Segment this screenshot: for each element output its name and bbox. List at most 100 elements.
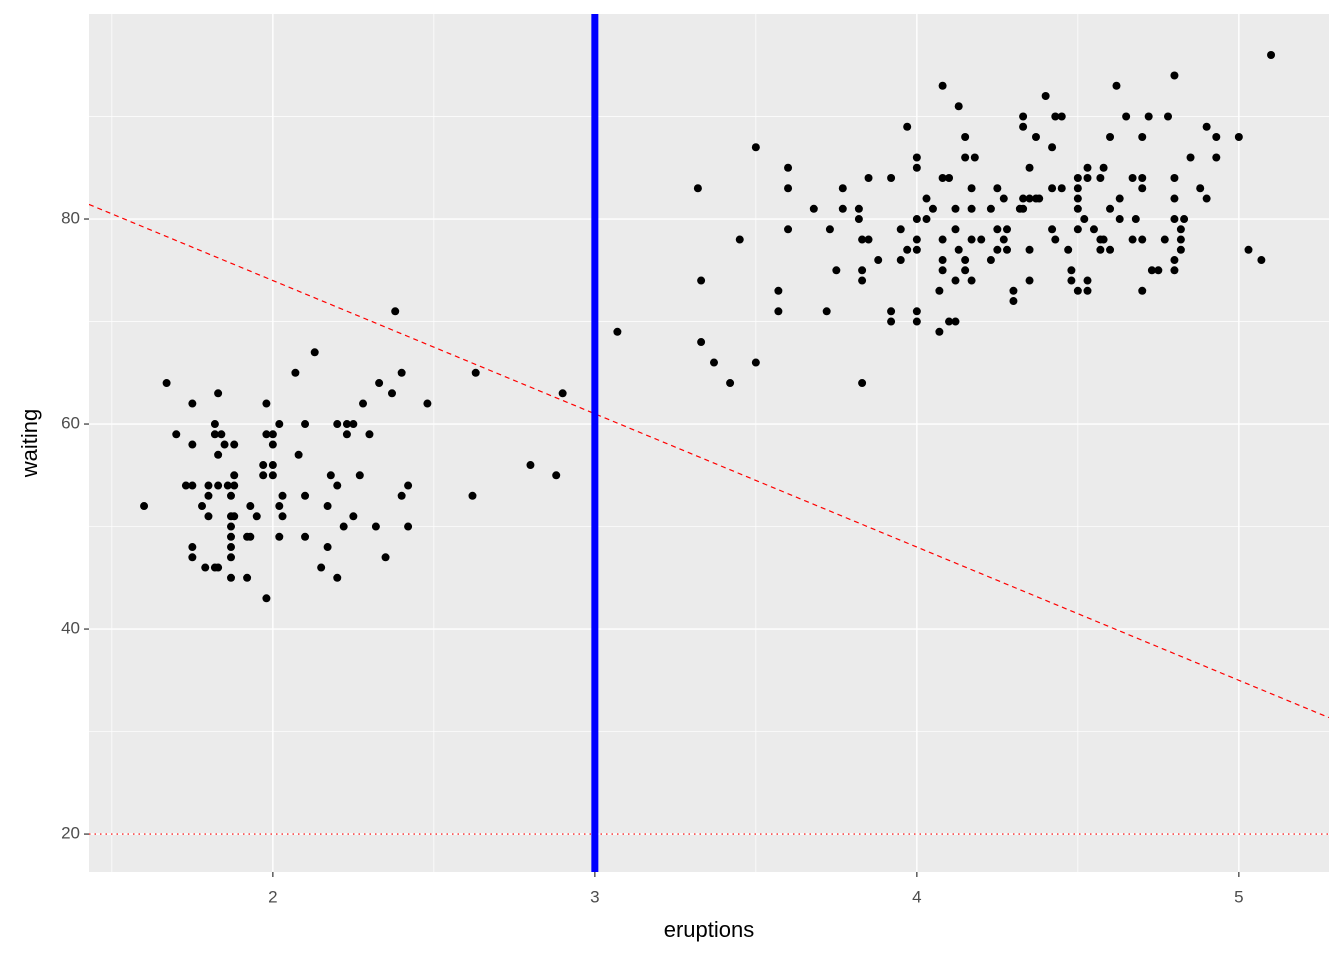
point [471, 368, 480, 377]
point [825, 225, 834, 234]
x-tick-label: 4 [912, 887, 921, 906]
point [291, 368, 300, 377]
point [809, 204, 818, 213]
point [1009, 297, 1018, 306]
point [1128, 174, 1137, 183]
point [896, 256, 905, 265]
point [838, 204, 847, 213]
point [912, 245, 921, 254]
point [423, 399, 432, 408]
point [864, 235, 873, 244]
point [188, 553, 197, 562]
point [693, 184, 702, 193]
point [961, 133, 970, 142]
point [243, 573, 252, 582]
point [951, 204, 960, 213]
point [226, 553, 235, 562]
point [1003, 225, 1012, 234]
point [1073, 204, 1082, 213]
point [1083, 163, 1092, 172]
point [278, 512, 287, 521]
point [181, 481, 190, 490]
point [204, 512, 213, 521]
point [1202, 122, 1211, 131]
point [230, 512, 239, 521]
point [1067, 276, 1076, 285]
point [1170, 215, 1179, 224]
point [201, 563, 210, 572]
point [217, 430, 226, 439]
point [1106, 245, 1115, 254]
point [832, 266, 841, 275]
y-tick-label: 20 [61, 824, 80, 843]
point [1048, 143, 1057, 152]
point [214, 563, 223, 572]
point [1025, 163, 1034, 172]
point [858, 235, 867, 244]
point [986, 204, 995, 213]
point [751, 358, 760, 367]
point [365, 430, 374, 439]
plot-area [89, 14, 1329, 872]
point [945, 174, 954, 183]
point [262, 430, 271, 439]
point [1196, 184, 1205, 193]
point [951, 276, 960, 285]
point [912, 307, 921, 316]
point [1064, 245, 1073, 254]
point [223, 481, 232, 490]
point [1083, 174, 1092, 183]
point [912, 153, 921, 162]
point [246, 532, 255, 541]
x-tick-label: 5 [1234, 887, 1243, 906]
point [172, 430, 181, 439]
point [552, 471, 561, 480]
point [188, 399, 197, 408]
point [887, 307, 896, 316]
point [1147, 266, 1156, 275]
point [951, 317, 960, 326]
point [1073, 194, 1082, 203]
point [1096, 245, 1105, 254]
point [854, 204, 863, 213]
point [993, 184, 1002, 193]
point [928, 204, 937, 213]
point [259, 471, 268, 480]
point [887, 174, 896, 183]
point [986, 256, 995, 265]
point [993, 245, 1002, 254]
point [1186, 153, 1195, 162]
point [1170, 194, 1179, 203]
point [214, 450, 223, 459]
point [858, 276, 867, 285]
point [391, 307, 400, 316]
point [1019, 204, 1028, 213]
point [1164, 112, 1173, 121]
point [1128, 235, 1137, 244]
point [333, 573, 342, 582]
point [301, 491, 310, 500]
point [140, 502, 149, 511]
point [726, 379, 735, 388]
point [526, 461, 535, 470]
point [967, 235, 976, 244]
point [1073, 174, 1082, 183]
point [1244, 245, 1253, 254]
point [1160, 235, 1169, 244]
point [1176, 235, 1185, 244]
point [252, 512, 261, 521]
point [961, 256, 970, 265]
point [230, 481, 239, 490]
point [1106, 133, 1115, 142]
point [864, 174, 873, 183]
point [1099, 235, 1108, 244]
point [697, 338, 706, 347]
point [259, 461, 268, 470]
point [999, 235, 1008, 244]
point [1257, 256, 1266, 265]
point [214, 481, 223, 490]
point [970, 153, 979, 162]
point [214, 389, 223, 398]
point [822, 307, 831, 316]
point [1073, 184, 1082, 193]
